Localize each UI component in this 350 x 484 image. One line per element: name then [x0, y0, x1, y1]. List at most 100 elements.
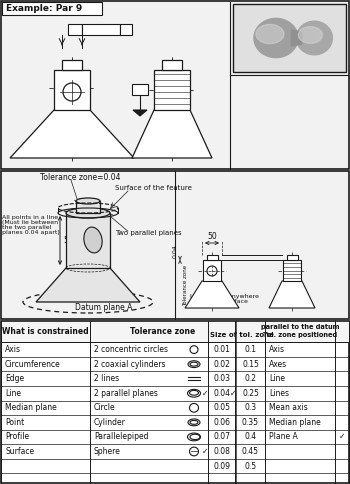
Bar	[162, 60, 182, 70]
Text: Tolerance zone: Tolerance zone	[130, 327, 195, 336]
Text: Median plane: Median plane	[269, 418, 321, 427]
Ellipse shape	[66, 208, 110, 218]
Text: Plane A: Plane A	[269, 432, 298, 441]
Text: 50: 50	[207, 232, 217, 241]
Text: //: //	[72, 25, 78, 34]
Text: ✓: ✓	[230, 389, 236, 398]
Bar	[76, 201, 100, 213]
Polygon shape	[10, 110, 134, 158]
Text: 0.1: 0.1	[245, 345, 257, 354]
Polygon shape	[185, 281, 239, 308]
Polygon shape	[298, 27, 322, 44]
Bar	[154, 70, 190, 110]
Text: Circle: Circle	[94, 403, 116, 412]
Text: 0.3: 0.3	[244, 403, 257, 412]
Bar	[82, 24, 120, 35]
Text: Datum plane A: Datum plane A	[75, 303, 132, 312]
Text: 0.02: 0.02	[214, 360, 230, 369]
Bar	[68, 24, 82, 35]
Text: Edge: Edge	[5, 374, 24, 383]
Text: ✓: ✓	[202, 447, 208, 456]
Text: ✓: ✓	[202, 389, 208, 398]
Text: Axis: Axis	[5, 345, 21, 354]
Text: Two parallel planes: Two parallel planes	[115, 230, 182, 236]
Text: Median plane: Median plane	[5, 403, 57, 412]
Text: Axis: Axis	[269, 345, 285, 354]
Text: 2 coaxial cylinders: 2 coaxial cylinders	[94, 360, 166, 369]
Text: 0.05: 0.05	[214, 403, 231, 412]
Text: 0.04: 0.04	[173, 244, 178, 258]
Text: 50: 50	[63, 236, 73, 245]
Text: 2 lines: 2 lines	[94, 374, 119, 383]
Text: 0.03: 0.03	[214, 374, 231, 383]
Text: 0.45: 0.45	[242, 447, 259, 456]
Text: 0.35: 0.35	[242, 418, 259, 427]
Text: Line: Line	[5, 389, 21, 398]
Bar	[62, 60, 82, 70]
Bar	[287, 255, 298, 260]
Text: 0.15: 0.15	[242, 360, 259, 369]
Text: Profile: Profile	[5, 432, 29, 441]
Polygon shape	[254, 18, 298, 58]
Bar	[203, 260, 221, 281]
Bar	[120, 24, 132, 35]
Text: Surface: Surface	[5, 447, 34, 456]
Text: Axes: Axes	[269, 360, 287, 369]
Text: parallel to the datum: parallel to the datum	[261, 324, 339, 331]
Polygon shape	[36, 268, 140, 302]
Text: the two parallel: the two parallel	[2, 225, 51, 230]
Text: Line can lie anywhere: Line can lie anywhere	[190, 294, 259, 299]
Bar	[283, 260, 301, 281]
Text: A: A	[136, 85, 144, 94]
Text: Point: Point	[5, 418, 24, 427]
Text: 0.08: 0.08	[214, 447, 230, 456]
Text: Size of tol. zone: Size of tol. zone	[210, 332, 273, 338]
Bar	[66, 213, 110, 268]
Text: Circumference: Circumference	[5, 360, 61, 369]
Text: ✓: ✓	[339, 432, 345, 441]
Text: Sphere: Sphere	[94, 447, 121, 456]
Text: 0.04: 0.04	[214, 389, 231, 398]
Text: Surface of the feature: Surface of the feature	[115, 185, 192, 191]
Polygon shape	[133, 110, 147, 116]
Text: Example: Par 9: Example: Par 9	[6, 4, 82, 13]
Text: Mean axis: Mean axis	[269, 403, 308, 412]
Text: Tolerance zone: Tolerance zone	[183, 265, 188, 306]
Text: 0.04/50: 0.04/50	[86, 25, 116, 34]
Text: Parallelepiped: Parallelepiped	[94, 432, 148, 441]
Text: (Must lie between: (Must lie between	[2, 220, 58, 225]
Polygon shape	[256, 24, 284, 44]
Polygon shape	[291, 30, 302, 46]
Text: Line: Line	[269, 374, 285, 383]
Text: 0.5: 0.5	[244, 462, 257, 470]
Bar	[54, 70, 90, 110]
Text: Cylinder: Cylinder	[94, 418, 126, 427]
Text: 0.2: 0.2	[245, 374, 257, 383]
Text: A: A	[122, 25, 130, 34]
Polygon shape	[269, 281, 315, 308]
Text: 0.01: 0.01	[214, 345, 230, 354]
Text: All points in a line: All points in a line	[2, 215, 58, 220]
Text: 0.07: 0.07	[214, 432, 231, 441]
Text: 2 parallel planes: 2 parallel planes	[94, 389, 158, 398]
Text: 0.25: 0.25	[242, 389, 259, 398]
Bar	[233, 4, 346, 72]
Ellipse shape	[76, 198, 100, 204]
Text: planes 0.04 apart): planes 0.04 apart)	[2, 230, 60, 235]
Text: 0.09: 0.09	[214, 462, 231, 470]
Bar	[2, 2, 102, 15]
Text: Tol. zone positioned: Tol. zone positioned	[263, 332, 337, 338]
Bar	[206, 255, 217, 260]
Text: 2 concentric circles: 2 concentric circles	[94, 345, 168, 354]
Polygon shape	[132, 110, 212, 158]
Polygon shape	[296, 21, 332, 55]
Text: What is constrained: What is constrained	[2, 327, 89, 336]
Text: 0.4: 0.4	[244, 432, 257, 441]
Text: Tolerance zone=0.04: Tolerance zone=0.04	[40, 173, 120, 182]
Text: Lines: Lines	[269, 389, 289, 398]
Text: on the top surface: on the top surface	[190, 299, 248, 304]
Bar	[1, 321, 349, 342]
Ellipse shape	[84, 227, 102, 253]
Bar	[132, 84, 148, 95]
Text: 0.06: 0.06	[214, 418, 231, 427]
